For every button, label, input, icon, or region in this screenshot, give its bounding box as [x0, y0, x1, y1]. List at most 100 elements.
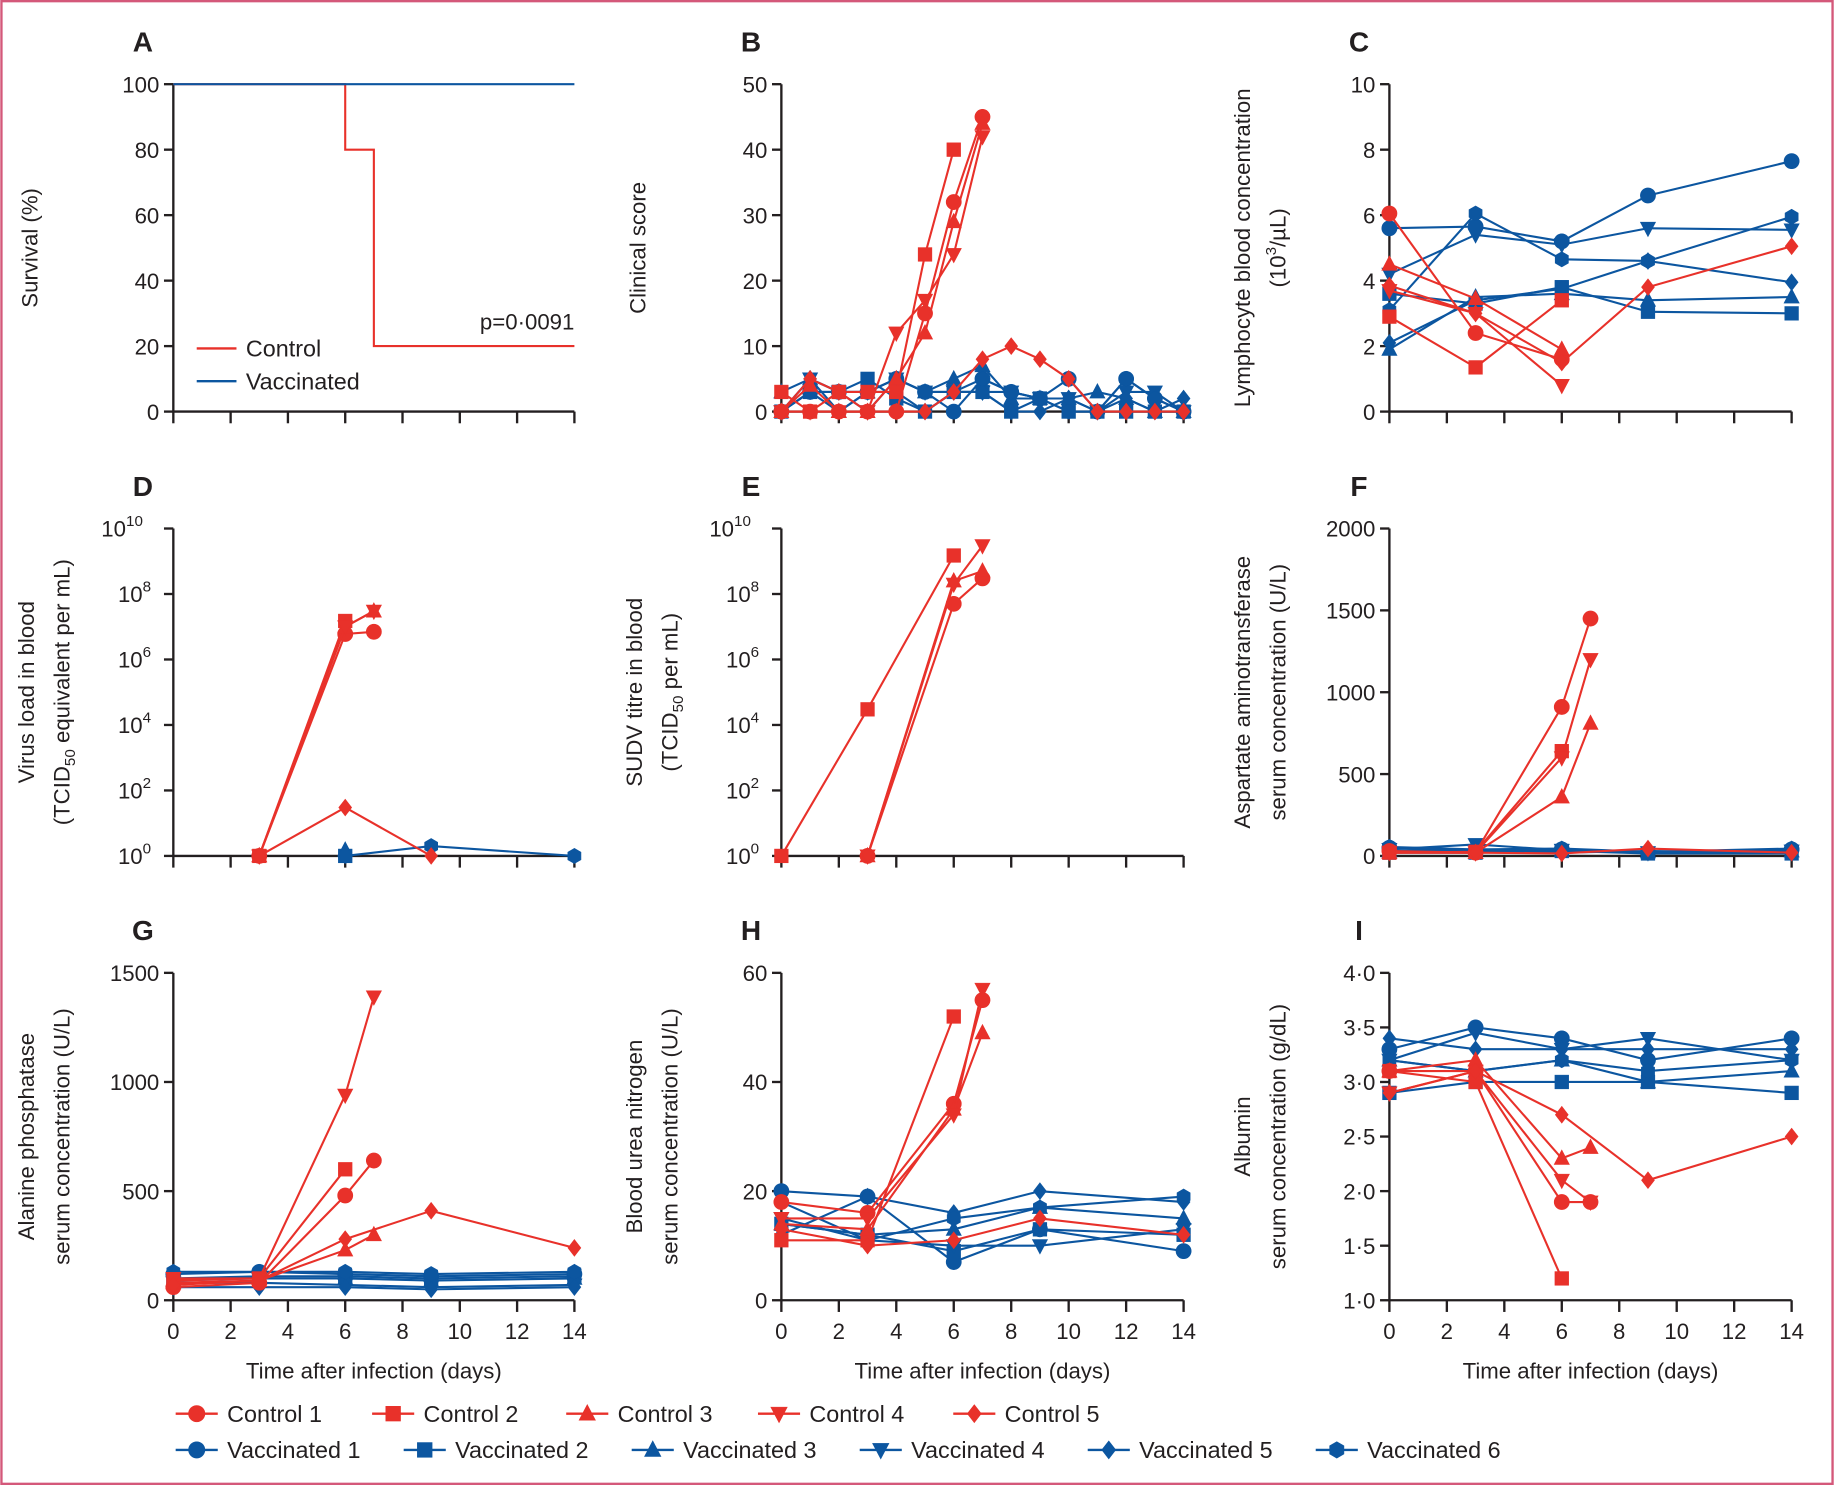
data-point: [774, 384, 789, 400]
circle-marker-icon: [188, 1405, 206, 1423]
label-text: Alanine phosphatase: [14, 1033, 39, 1240]
data-point: [1061, 370, 1076, 388]
series-control-3: [1381, 255, 1570, 356]
data-point: [945, 212, 962, 229]
x-tick-label: 8: [396, 1319, 408, 1344]
data-point: [1554, 353, 1569, 372]
data-point: [1640, 187, 1656, 204]
legend-label: Vaccinated 4: [911, 1437, 1044, 1463]
y-tick-label: 1·5: [1343, 1234, 1375, 1259]
label-text: serum concentration (U/L): [657, 1008, 682, 1265]
data-point: [1176, 1188, 1191, 1205]
data-point: [1582, 1195, 1599, 1212]
data-point: [337, 1241, 354, 1257]
y-tick-label: 102: [726, 775, 759, 804]
data-point: [1119, 370, 1134, 387]
y-axis-label: (103​/µL): [1263, 208, 1290, 287]
series-line: [173, 996, 375, 1280]
legend-item: Vaccinated 6: [1315, 1437, 1501, 1463]
label-text: /µL): [1265, 208, 1290, 247]
legend: Control 1 Control 2 Control 3 Control 4 Cont…: [175, 1401, 1501, 1463]
data-point: [166, 1276, 181, 1294]
series-vaccinated-4: [1381, 221, 1800, 284]
data-point: [1467, 1026, 1484, 1042]
data-point: [1639, 291, 1657, 307]
data-point: [918, 384, 932, 400]
y-tick-label: 2: [1363, 334, 1375, 359]
series-control-5: [774, 337, 1191, 421]
tick-base: 10: [726, 648, 751, 673]
y-axis-label: serum concentration (U/L): [657, 1008, 682, 1265]
data-point: [1061, 403, 1076, 420]
x-tick-label: 6: [1556, 1319, 1568, 1344]
x-tick-label: 10: [1056, 1319, 1081, 1344]
panel-letter: B: [741, 26, 761, 57]
triangle-up-marker-icon: [578, 1404, 596, 1421]
label-text: serum concentration (U/L): [1265, 564, 1290, 821]
data-point: [1784, 273, 1799, 292]
y-tick-label: 20: [135, 334, 160, 359]
data-point: [1033, 1209, 1047, 1228]
data-point: [946, 548, 961, 563]
tick-exponent: 2: [751, 775, 759, 792]
x-axis-label: Time after infection (days): [246, 1359, 502, 1384]
y-axis-label: Lymphocyte blood concentration: [1230, 88, 1255, 407]
data-point: [1381, 1062, 1398, 1078]
data-point: [338, 847, 353, 864]
y-axis-label: (TCID50​ per mL): [657, 613, 687, 772]
data-point: [338, 1278, 353, 1296]
x-tick-label: 6: [339, 1319, 351, 1344]
data-point: [1381, 220, 1398, 237]
data-point: [1090, 402, 1105, 421]
y-tick-label: 106: [726, 644, 759, 673]
y-axis-label: Aspartate aminotransferase: [1230, 556, 1255, 829]
y-tick-label: 108: [726, 579, 759, 608]
data-point: [946, 1009, 961, 1024]
series-line: [781, 136, 984, 413]
y-axis-label: serum concentration (g/dL): [1265, 1004, 1290, 1269]
y-tick-label: 40: [135, 269, 160, 294]
tick-exponent: 0: [143, 841, 151, 858]
y-tick-label: 0: [1363, 400, 1375, 425]
x-tick-label: 10: [1664, 1319, 1689, 1344]
data-point: [1468, 360, 1483, 375]
data-point: [974, 982, 991, 999]
data-point: [1119, 402, 1133, 421]
y-tick-label: 1000: [1326, 680, 1375, 705]
panel-letter: H: [741, 915, 761, 946]
tick-base: 10: [118, 844, 143, 869]
panel-letter: I: [1355, 915, 1363, 946]
legend-label: Control 1: [227, 1401, 322, 1427]
legend-item: Vaccinated 3: [631, 1437, 817, 1463]
data-point: [975, 383, 990, 401]
data-point: [1641, 253, 1655, 269]
y-tick-label: 10: [1351, 72, 1376, 97]
data-point: [945, 248, 962, 264]
legend-item: Control 5: [953, 1401, 1100, 1427]
data-point: [1382, 276, 1397, 295]
data-point: [946, 142, 961, 157]
label-text: (TCID: [49, 766, 74, 825]
data-point: [1553, 238, 1570, 254]
data-point: [1783, 288, 1800, 304]
panel-letter: G: [132, 915, 154, 946]
data-point: [1582, 610, 1599, 627]
y-tick-label: 1010: [709, 513, 751, 542]
data-point: [1554, 1105, 1569, 1124]
data-point: [1554, 844, 1569, 863]
data-point: [1381, 205, 1398, 222]
data-point: [338, 1263, 353, 1280]
x-tick-label: 10: [447, 1319, 472, 1344]
data-point: [1553, 788, 1570, 804]
legend-item: Control 2: [372, 1401, 518, 1427]
panel-a: A 0 20 40 60 80 100 Survival (%) p=0·0091 Control…: [18, 26, 576, 425]
y-tick-label: 102: [118, 775, 151, 804]
y-tick-label: 2000: [1326, 517, 1375, 542]
data-point: [889, 402, 904, 421]
data-point: [945, 403, 962, 420]
data-point: [1641, 1171, 1655, 1190]
